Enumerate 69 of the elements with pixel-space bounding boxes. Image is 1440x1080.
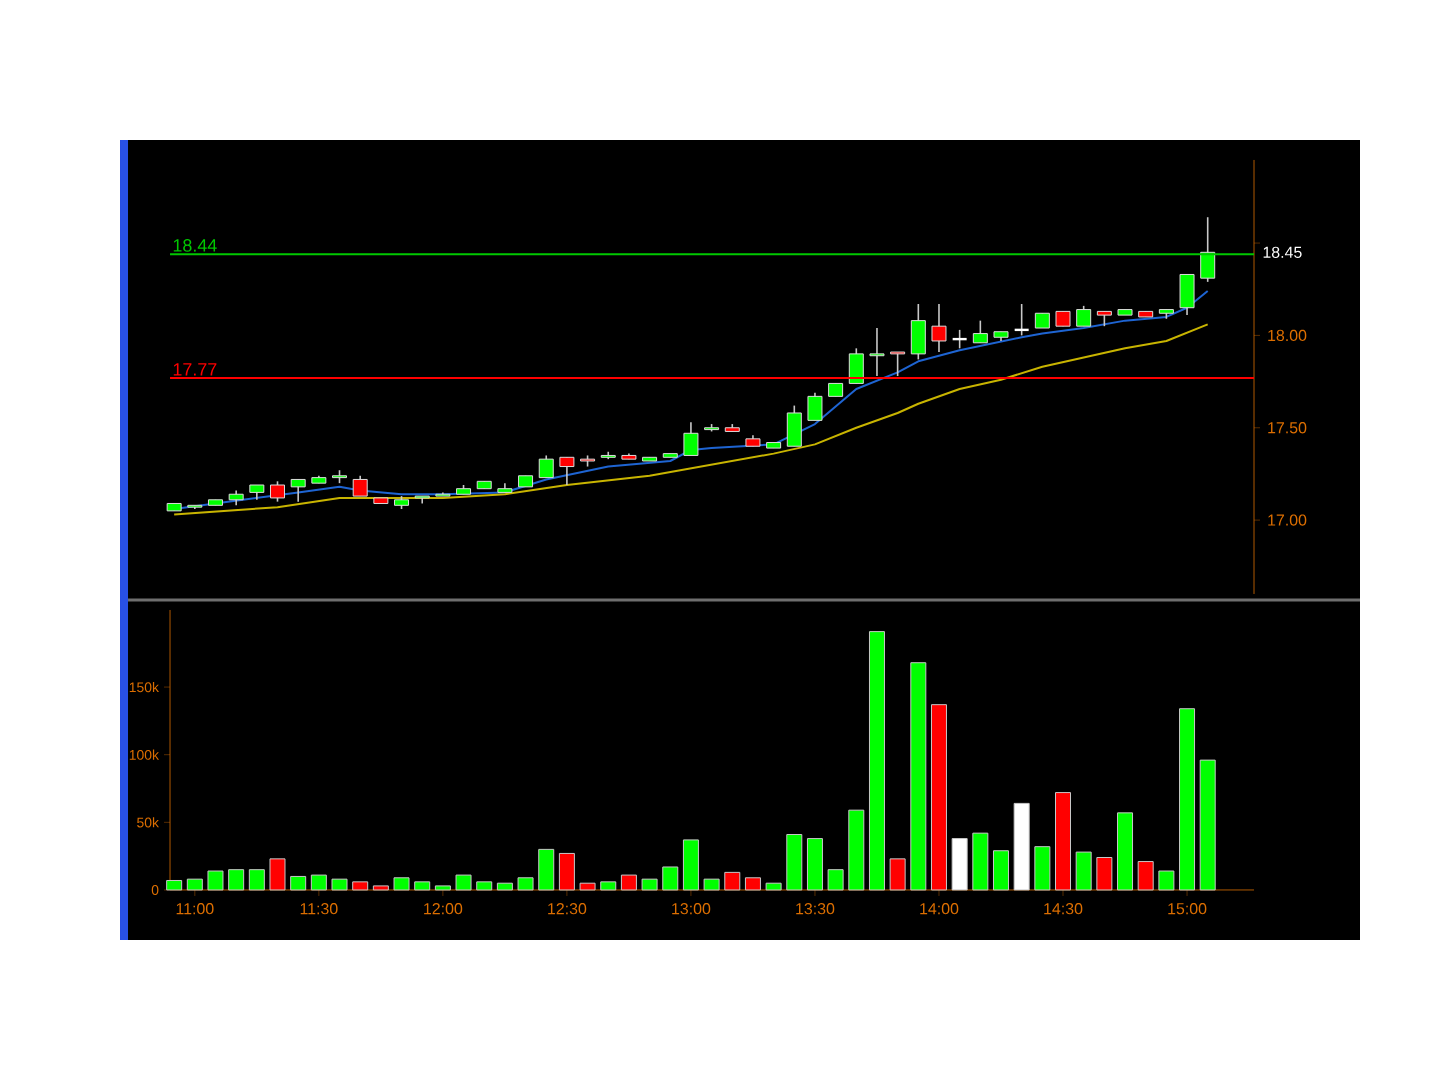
candlestick [848, 347, 864, 385]
candlestick [931, 303, 947, 353]
bar [724, 871, 741, 891]
bar [744, 877, 761, 891]
bar [310, 874, 327, 891]
ref-line-label: 17.77 [173, 363, 217, 376]
bar [910, 662, 927, 891]
bar [1137, 861, 1154, 891]
bar [868, 631, 885, 891]
bar [1075, 851, 1092, 891]
bar [930, 704, 947, 891]
ref-line-label: 18.44 [173, 239, 217, 252]
bar [1179, 708, 1196, 891]
candlestick [1179, 273, 1195, 316]
bar [558, 852, 575, 891]
candlestick [538, 454, 554, 479]
bar [806, 838, 823, 891]
bar [517, 877, 534, 891]
bar [765, 882, 782, 891]
bar [372, 885, 389, 891]
candlestick [807, 391, 823, 422]
bar [1013, 802, 1030, 891]
bar [414, 881, 431, 891]
bar [951, 838, 968, 891]
bar [186, 878, 203, 891]
candlestick [352, 474, 368, 497]
bar [1096, 857, 1113, 891]
bar [972, 832, 989, 891]
bar [620, 874, 637, 891]
candlestick [559, 456, 575, 486]
bar [682, 839, 699, 891]
bar [393, 877, 410, 891]
bar [331, 878, 348, 891]
bar [1199, 759, 1216, 891]
bar [662, 866, 679, 891]
bar [290, 875, 307, 891]
candlestick [290, 478, 306, 503]
bar [641, 878, 658, 891]
bar [827, 869, 844, 891]
candlestick [1200, 216, 1216, 283]
bar [476, 881, 493, 891]
bar [579, 882, 596, 891]
bar [496, 882, 513, 891]
candlestick [683, 421, 699, 457]
bar [1117, 812, 1134, 891]
bar [993, 850, 1009, 891]
bar [1055, 792, 1072, 891]
candlestick [910, 303, 926, 361]
candlestick [1076, 305, 1092, 327]
bar [166, 880, 183, 891]
bar [1158, 870, 1175, 891]
bar [248, 869, 265, 891]
bar [786, 834, 803, 891]
candlestick [270, 480, 285, 503]
bar [434, 885, 451, 891]
bar [228, 869, 245, 891]
bar [889, 858, 906, 891]
bar [207, 870, 224, 891]
bar [269, 858, 286, 891]
candlestick [972, 319, 988, 344]
bar [1034, 846, 1051, 891]
bar [352, 881, 369, 891]
bar [600, 881, 617, 891]
bar [848, 809, 865, 891]
candlestick [786, 404, 802, 448]
bar [455, 874, 472, 891]
candlestick [869, 327, 885, 377]
bar [703, 878, 720, 891]
bar [538, 848, 555, 891]
